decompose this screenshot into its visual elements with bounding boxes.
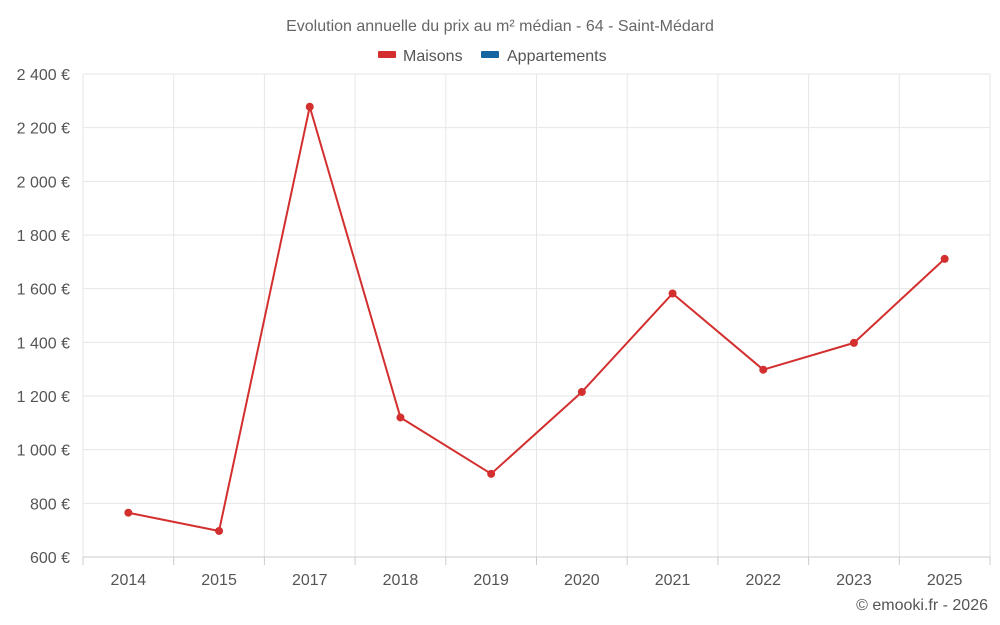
series-line-0 [128, 105, 946, 532]
credit-text: © emooki.fr - 2026 [856, 597, 988, 614]
y-tick-label: 2 000 € [17, 174, 70, 191]
data-point[interactable] [396, 413, 405, 422]
series-maisons [124, 102, 949, 535]
data-point[interactable] [215, 526, 224, 535]
data-point[interactable] [668, 289, 677, 298]
x-axis: 2014 2015 2017 2018 2019 2020 2021 2022 2023 2025 [111, 572, 963, 589]
data-point[interactable] [940, 254, 949, 263]
data-point[interactable] [305, 102, 314, 111]
y-axis: 600 € 800 € 1 000 € 1 200 € 1 400 € 1 600 € 1 … [17, 67, 70, 567]
y-tick-label: 1 400 € [17, 335, 70, 352]
y-tick-label: 1 800 € [17, 228, 70, 245]
data-point[interactable] [759, 365, 768, 374]
legend-item-appartements[interactable]: Appartements [481, 48, 607, 65]
legend-label-maisons: Maisons [403, 48, 463, 65]
y-tick-label: 600 € [30, 550, 70, 567]
x-tick-label: 2025 [927, 572, 963, 589]
data-point[interactable] [487, 469, 496, 478]
x-tick-label: 2014 [111, 572, 147, 589]
x-tick-label: 2022 [745, 572, 781, 589]
legend: Maisons Appartements [378, 48, 607, 65]
data-point[interactable] [849, 338, 858, 347]
x-tick-label: 2020 [564, 572, 600, 589]
y-tick-label: 2 400 € [17, 67, 70, 84]
x-tick-label: 2021 [655, 572, 691, 589]
y-tick-label: 1 200 € [17, 389, 70, 406]
legend-label-appartements: Appartements [507, 48, 607, 65]
y-tick-label: 800 € [30, 496, 70, 513]
data-point[interactable] [577, 387, 586, 396]
y-tick-label: 1 600 € [17, 282, 70, 299]
x-tick-label: 2015 [201, 572, 237, 589]
x-tick-label: 2019 [473, 572, 509, 589]
x-tick-label: 2023 [836, 572, 872, 589]
data-point[interactable] [124, 508, 133, 517]
x-tick-label: 2017 [292, 572, 328, 589]
grid [82, 73, 991, 565]
legend-swatch-maisons [378, 51, 396, 58]
y-tick-label: 2 200 € [17, 121, 70, 138]
chart-title: Evolution annuelle du prix au m² médian … [286, 18, 714, 35]
x-tick-label: 2018 [383, 572, 419, 589]
legend-item-maisons[interactable]: Maisons [378, 48, 463, 65]
y-tick-label: 1 000 € [17, 443, 70, 460]
legend-swatch-appartements [481, 51, 499, 58]
